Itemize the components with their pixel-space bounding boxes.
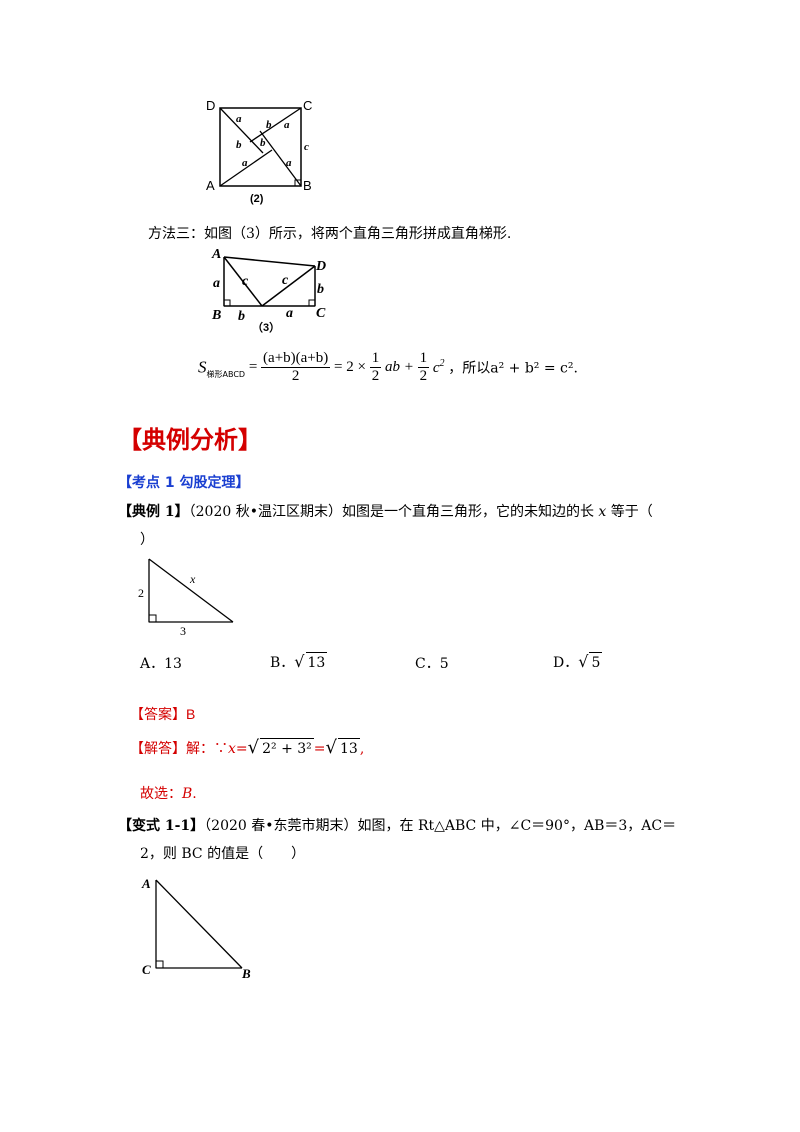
example-1-question: 【典例 1】（2020 秋•温江区期末）如图是一个直角三角形，它的未知边的长 x… bbox=[118, 504, 653, 520]
svg-text:a: a bbox=[242, 157, 248, 169]
method-3-text: 方法三：如图（3）所示，将两个直角三角形拼成直角梯形. bbox=[148, 226, 512, 242]
option-a: A．13 bbox=[140, 656, 182, 672]
svg-text:2: 2 bbox=[138, 586, 144, 600]
svg-text:b: b bbox=[236, 139, 242, 151]
svg-text:c: c bbox=[282, 273, 289, 288]
fig2-vertex-c: C bbox=[303, 98, 312, 113]
variant-1-1-tag: 【变式 1-1】 bbox=[118, 818, 205, 834]
svg-text:b: b bbox=[266, 119, 272, 131]
variant-1-1-question-cont: 2，则 BC 的值是（ ） bbox=[140, 846, 306, 862]
option-b: B．√ 13 bbox=[270, 652, 328, 671]
svg-text:（3）: （3） bbox=[252, 321, 280, 334]
svg-text:A: A bbox=[141, 876, 151, 891]
answer-value: B bbox=[186, 706, 196, 722]
fig2-vertex-d: D bbox=[206, 98, 215, 113]
fig2-vertex-a: A bbox=[206, 178, 215, 193]
answer: 【答案】B bbox=[130, 706, 196, 723]
svg-text:3: 3 bbox=[180, 624, 186, 637]
svg-text:b: b bbox=[238, 309, 245, 324]
choice-line: 故选：B. bbox=[140, 786, 197, 802]
option-d: D．√ 5 bbox=[553, 652, 603, 671]
svg-text:c: c bbox=[304, 141, 309, 153]
solution: 【解答】解：∵x=√ 2² + 3² =√ 13, bbox=[130, 737, 365, 758]
fig2-vertex-b: B bbox=[303, 178, 312, 193]
fig3-vertex-d: D bbox=[315, 259, 326, 274]
svg-text:a: a bbox=[284, 119, 290, 131]
svg-text:b: b bbox=[260, 137, 266, 149]
fig3-vertex-a: A bbox=[211, 247, 221, 262]
svg-text:a: a bbox=[286, 306, 293, 321]
section-title: 【典例分析】 bbox=[118, 426, 262, 454]
svg-text:a: a bbox=[286, 157, 292, 169]
figure-3: A B C D a c c b b a （3） bbox=[211, 247, 326, 334]
svg-text:C: C bbox=[142, 962, 151, 977]
svg-text:a: a bbox=[213, 276, 220, 291]
variant-1-1-question: 【变式 1-1】（2020 春•东莞市期末）如图，在 Rt△ABC 中，∠C＝9… bbox=[118, 818, 677, 834]
svg-text:a: a bbox=[236, 113, 242, 125]
example-1-tag: 【典例 1】 bbox=[118, 504, 189, 520]
figure-2: D C A B a b a b b c a a (2) bbox=[206, 98, 312, 205]
svg-text:x: x bbox=[189, 572, 196, 586]
svg-text:(2): (2) bbox=[250, 193, 264, 205]
svg-text:c: c bbox=[242, 274, 249, 289]
variant-1-1-figure: A C B bbox=[141, 876, 251, 981]
option-c: C．5 bbox=[415, 656, 449, 672]
svg-text:b: b bbox=[317, 282, 324, 297]
fig3-vertex-c: C bbox=[316, 306, 326, 321]
fig3-vertex-b: B bbox=[211, 308, 221, 323]
svg-text:B: B bbox=[241, 966, 251, 981]
topic-1-label: 【考点 1 勾股定理】 bbox=[118, 475, 250, 491]
example-1-figure: 2 3 x bbox=[138, 558, 234, 637]
